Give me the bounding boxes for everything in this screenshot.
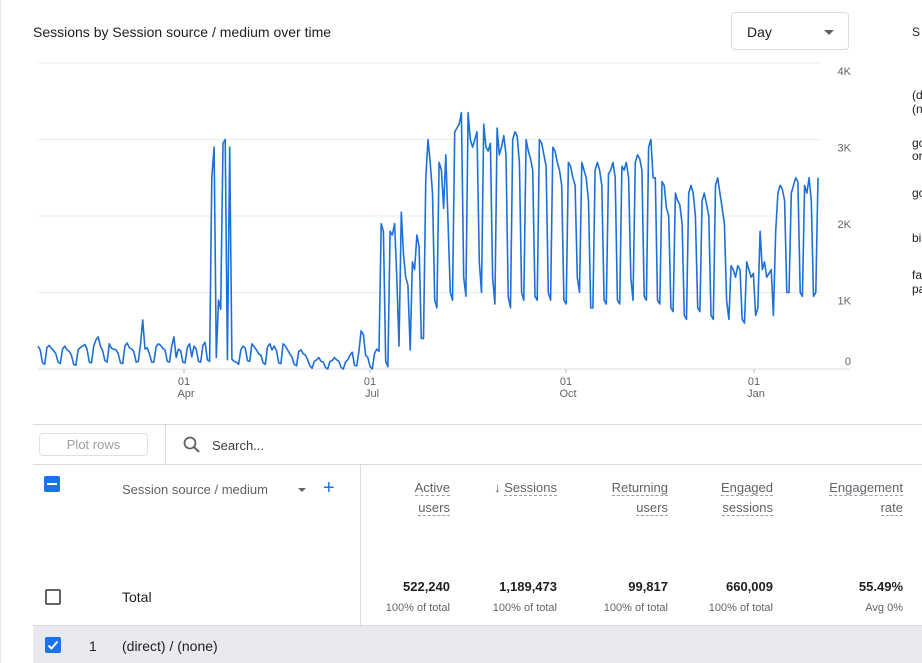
dimension-column-divider (360, 465, 361, 626)
dimension-dropdown-icon[interactable] (298, 488, 306, 492)
total-value: 99,817 (628, 579, 668, 594)
table-top-divider (33, 424, 922, 425)
x-tick-month: Oct (559, 388, 576, 400)
x-tick-day: 01 (364, 376, 376, 388)
total-value: 660,009 (726, 579, 773, 594)
total-value: 522,240 (403, 579, 450, 594)
x-tick-day: 01 (560, 376, 572, 388)
column-header[interactable]: Engagement rate (829, 480, 903, 516)
search-icon (183, 436, 200, 453)
total-subtext: 100% of total (708, 602, 773, 614)
total-row-divider (33, 625, 922, 626)
column-header[interactable]: Engaged sessions (720, 480, 773, 516)
total-subtext: 100% of total (492, 602, 557, 614)
y-tick-label: 2K (838, 219, 852, 231)
legend-item-fragment[interactable]: fa (912, 268, 922, 282)
x-tick-day: 01 (178, 376, 190, 388)
add-dimension-plus-icon[interactable]: + (323, 477, 335, 499)
x-tick-month: Apr (177, 388, 194, 400)
y-tick-label: 1K (838, 296, 852, 308)
column-header[interactable]: Active users (414, 480, 450, 516)
header-top-divider (33, 464, 922, 465)
x-tick-month: Jan (747, 388, 765, 400)
legend-item-fragment[interactable]: (n (912, 102, 922, 116)
interval-select[interactable]: Day (731, 12, 849, 50)
dropdown-arrow-icon (824, 30, 834, 35)
chart-title: Sessions by Session source / medium over… (33, 24, 332, 40)
total-subtext: 100% of total (385, 602, 450, 614)
y-tick-label: 0 (845, 356, 851, 368)
legend-item-fragment[interactable]: go (912, 186, 922, 200)
total-subtext: 100% of total (603, 602, 668, 614)
sort-down-arrow-icon: ↓ (494, 480, 505, 495)
legend-panel-clipped: S(d(ngoorgobifapa (912, 0, 922, 300)
search-input[interactable] (212, 434, 472, 456)
table-row[interactable] (33, 626, 922, 663)
x-tick-month: Jul (365, 388, 379, 400)
x-tick-day: 01 (748, 376, 760, 388)
dimension-header[interactable]: Session source / medium (122, 482, 268, 497)
interval-select-value: Day (747, 24, 772, 40)
legend-item-fragment[interactable]: bi (912, 231, 922, 245)
legend-item-fragment[interactable]: S (912, 25, 921, 39)
search-box[interactable] (182, 434, 482, 456)
column-header[interactable]: ↓ Sessions (494, 480, 557, 496)
total-row-checkbox[interactable] (45, 589, 61, 605)
toolbar-divider (165, 425, 166, 464)
select-all-checkbox[interactable] (44, 476, 60, 492)
total-subtext: Avg 0% (865, 602, 903, 614)
total-label: Total (122, 589, 152, 605)
row-checkbox-checked[interactable] (45, 637, 61, 653)
y-tick-label: 3K (838, 143, 852, 155)
legend-item-fragment[interactable]: (d (912, 88, 922, 102)
column-header[interactable]: Returning users (611, 480, 668, 516)
total-value: 55.49% (858, 579, 903, 594)
total-value: 1,189,473 (499, 579, 557, 594)
checkmark-icon (47, 640, 59, 650)
legend-item-fragment[interactable]: go (912, 136, 922, 150)
legend-item-fragment[interactable]: pa (912, 282, 922, 296)
row-index: 1 (89, 638, 97, 654)
sessions-series-line (37, 111, 819, 370)
legend-item-fragment[interactable]: or (912, 149, 922, 163)
y-tick-label: 4K (838, 66, 852, 78)
plot-rows-button[interactable]: Plot rows (39, 433, 148, 456)
row-dimension-value[interactable]: (direct) / (none) (122, 638, 218, 654)
card-border (0, 0, 1, 663)
